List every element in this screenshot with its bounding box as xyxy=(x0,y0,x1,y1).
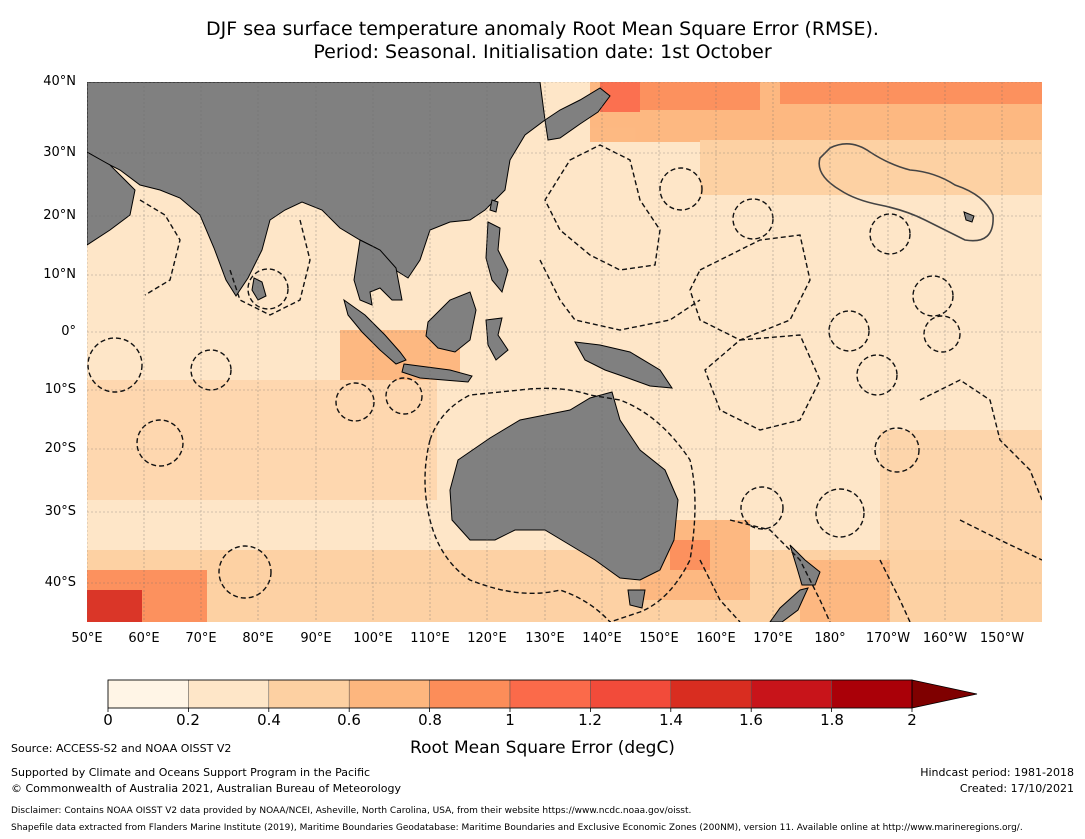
lon-label-60e: 60°E xyxy=(128,631,160,646)
lon-label-160w: 160°W xyxy=(922,631,968,646)
cb-tick-1: 1 xyxy=(505,711,515,729)
colorbar-segment xyxy=(188,679,270,709)
cb-tick-0-4: 0.4 xyxy=(257,711,281,729)
land-sulawesi xyxy=(485,317,509,361)
hawaii-eez-boundary xyxy=(818,143,994,242)
colorbar-segment xyxy=(590,679,672,709)
lon-label-80e: 80°E xyxy=(242,631,274,646)
cb-tick-1-2: 1.2 xyxy=(578,711,602,729)
land-java xyxy=(401,363,473,383)
lat-label-30s: 30°S xyxy=(44,504,76,519)
land-philippines xyxy=(485,221,509,294)
lat-label-0: 0° xyxy=(61,324,76,339)
shade-np-light xyxy=(700,140,1042,195)
cb-tick-1-8: 1.8 xyxy=(820,711,844,729)
land-nz-south xyxy=(769,587,809,622)
source-text: Source: ACCESS-S2 and NOAA OISST V2 xyxy=(11,742,232,755)
land xyxy=(87,82,975,622)
lat-label-40s: 40°S xyxy=(44,575,76,590)
cb-tick-0: 0 xyxy=(103,711,113,729)
colorbar-segment xyxy=(831,679,913,709)
colorbar-segment xyxy=(509,679,591,709)
cb-tick-0-2: 0.2 xyxy=(176,711,200,729)
lon-label-100e: 100°E xyxy=(353,631,393,646)
map-title-line1: DJF sea surface temperature anomaly Root… xyxy=(206,18,879,40)
rmse-shading xyxy=(87,82,1042,622)
disclaimer-text: Disclaimer: Contains NOAA OISST V2 data … xyxy=(11,806,692,816)
shade-southern-ocean xyxy=(87,550,1042,622)
cb-tick-1-6: 1.6 xyxy=(739,711,763,729)
lon-label-120e: 120°E xyxy=(467,631,507,646)
lon-label-70e: 70°E xyxy=(185,631,217,646)
lon-label-140e: 140°E xyxy=(582,631,622,646)
graticule xyxy=(87,82,1042,622)
cb-tick-1-4: 1.4 xyxy=(659,711,683,729)
land-indochina xyxy=(353,239,403,306)
land-hawaii xyxy=(963,211,975,223)
lon-label-130e: 130°E xyxy=(525,631,565,646)
cb-tick-0-6: 0.6 xyxy=(337,711,361,729)
lon-label-110e: 110°E xyxy=(410,631,450,646)
shade-east-aus xyxy=(670,540,710,570)
colorbar-segment xyxy=(750,679,832,709)
colorbar-segment xyxy=(268,679,350,709)
lat-label-20s: 20°S xyxy=(44,441,76,456)
lon-label-160e: 160°E xyxy=(696,631,736,646)
lon-label-180: 180° xyxy=(814,631,846,646)
colorbar-segment xyxy=(348,679,430,709)
land-tasmania xyxy=(627,589,646,609)
land-sri-lanka xyxy=(251,277,267,301)
shade-south-pacific xyxy=(880,430,1042,550)
land-nz-north xyxy=(789,544,821,586)
shade-sw-indian-strong xyxy=(87,590,142,622)
lat-label-30n: 30°N xyxy=(43,145,76,160)
lat-label-20n: 20°N xyxy=(43,208,76,223)
land-japan xyxy=(544,87,611,141)
land-australia xyxy=(449,391,679,581)
colorbar-frame xyxy=(107,679,913,709)
land-taiwan xyxy=(489,199,499,213)
eez-boundaries xyxy=(87,144,1042,622)
land-asia xyxy=(87,82,546,297)
lat-label-40n: 40°N xyxy=(43,74,76,89)
land-new-guinea xyxy=(574,341,673,389)
lon-label-170w: 170°W xyxy=(865,631,911,646)
rmse-map xyxy=(87,82,1042,622)
colorbar-segment xyxy=(670,679,752,709)
lat-label-10n: 10°N xyxy=(43,267,76,282)
lon-label-150e: 150°E xyxy=(639,631,679,646)
shapefile-credit: Shapefile data extracted from Flanders M… xyxy=(11,823,1023,833)
lon-label-90e: 90°E xyxy=(300,631,332,646)
cb-tick-0-8: 0.8 xyxy=(418,711,442,729)
supported-text: Supported by Climate and Oceans Support … xyxy=(11,766,371,779)
copyright-text: © Commonwealth of Australia 2021, Austra… xyxy=(11,782,401,795)
lat-label-10s: 10°S xyxy=(44,382,76,397)
shade-np-band xyxy=(780,82,1042,104)
cb-tick-2: 2 xyxy=(907,711,917,729)
lon-label-150w: 150°W xyxy=(979,631,1025,646)
colorbar-segment xyxy=(107,679,189,709)
land-india-lowlands xyxy=(87,151,136,246)
shade-indian-mid xyxy=(87,380,437,500)
map-title-line2: Period: Seasonal. Initialisation date: 1… xyxy=(313,41,772,63)
hindcast-period: Hindcast period: 1981-2018 xyxy=(920,766,1074,779)
lon-label-50e: 50°E xyxy=(71,631,103,646)
colorbar-segments xyxy=(107,679,913,709)
colorbar-label: Root Mean Square Error (degC) xyxy=(410,738,675,758)
colorbar-segment xyxy=(429,679,511,709)
lon-label-170e: 170°E xyxy=(753,631,793,646)
created-date: Created: 17/10/2021 xyxy=(959,782,1074,795)
colorbar-extend-arrow xyxy=(911,679,978,709)
